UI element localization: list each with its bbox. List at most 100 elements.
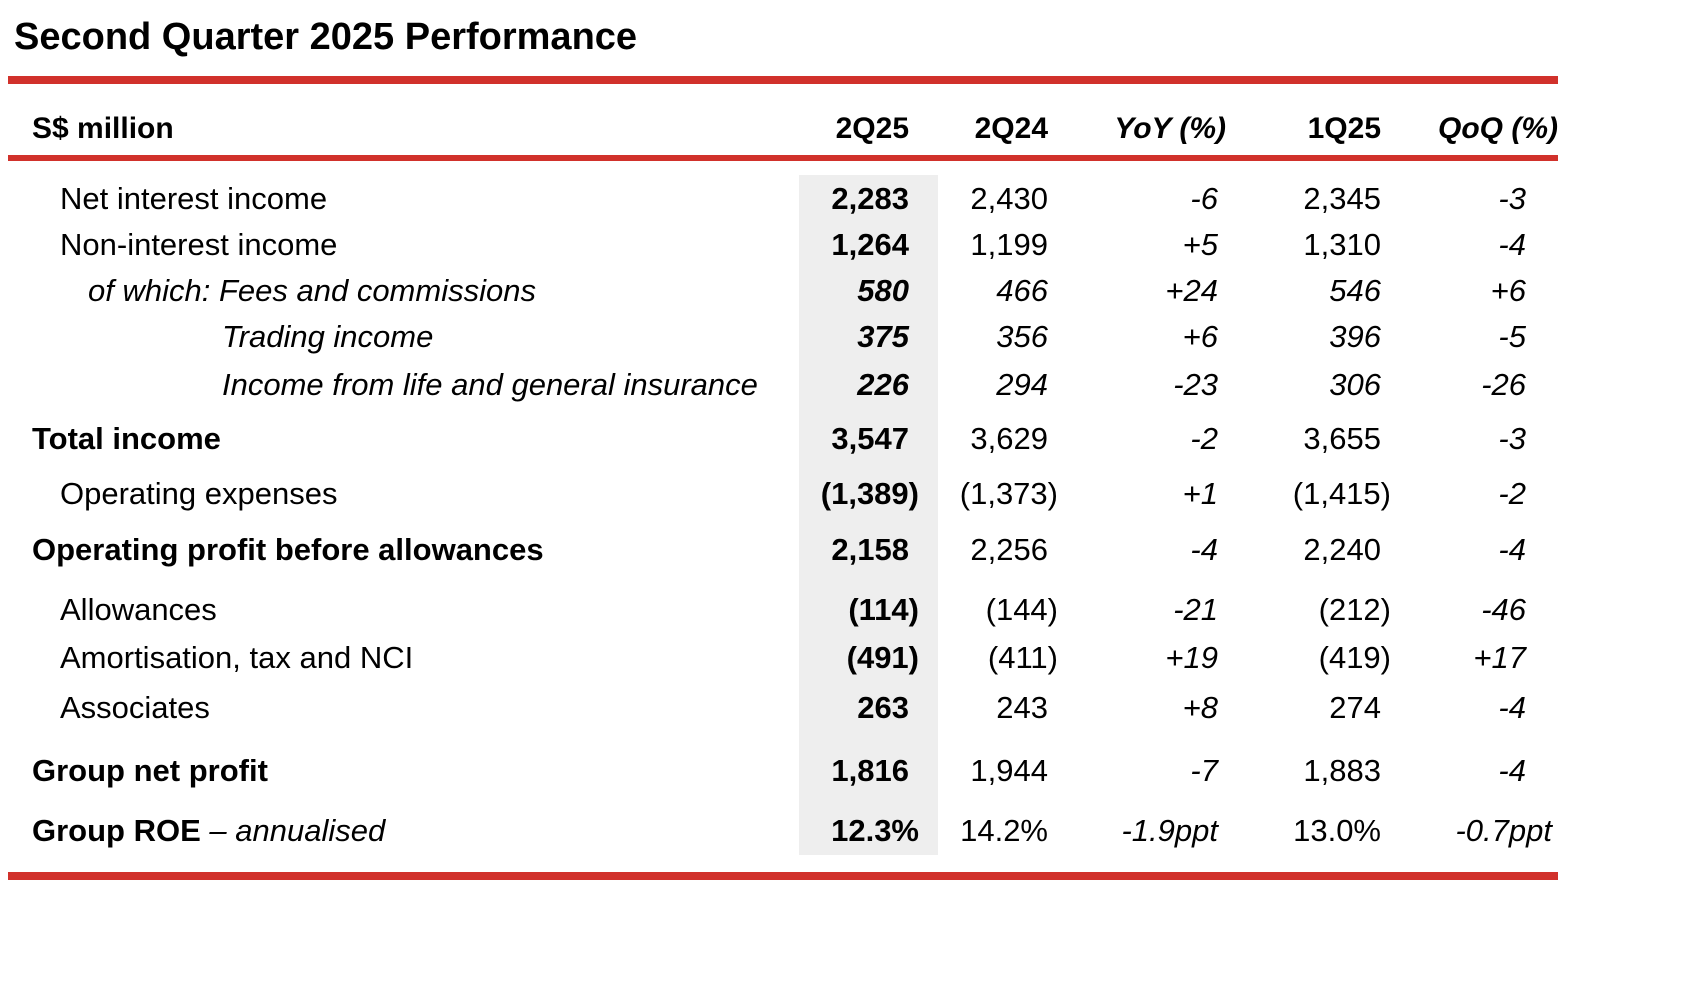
value-2q24: (144) (985, 592, 1058, 627)
header-yoy: YoY (%) (1114, 112, 1226, 145)
row-label-suffix: – annualised (200, 813, 386, 848)
value-qoq: -46 (1481, 592, 1526, 627)
row-label: of which: Fees and commissions (88, 273, 536, 308)
value-1q25: (212) (1318, 592, 1391, 627)
value-qoq: +17 (1473, 640, 1526, 675)
value-1q25: 2,240 (1303, 532, 1381, 567)
value-qoq: -0.7ppt (1455, 813, 1552, 848)
value-2q24: 14.2% (960, 813, 1048, 848)
value-yoy: -7 (1190, 753, 1218, 788)
table-row: Amortisation, tax and NCI (491) (411) +1… (0, 636, 1706, 680)
value-2q24: (1,373) (959, 476, 1058, 511)
value-qoq: -4 (1498, 753, 1526, 788)
table-row: Net interest income 2,283 2,430 -6 2,345… (0, 177, 1706, 221)
value-2q24: 1,199 (970, 227, 1048, 262)
value-1q25: 396 (1329, 319, 1381, 354)
value-2q24: 1,944 (970, 753, 1048, 788)
value-2q25: (114) (848, 592, 919, 627)
value-1q25: 1,883 (1303, 753, 1381, 788)
table-row: Allowances (114) (144) -21 (212) -46 (0, 588, 1706, 632)
value-1q25: 3,655 (1303, 421, 1381, 456)
value-qoq: -2 (1498, 476, 1526, 511)
value-2q25: 1,816 (831, 753, 909, 788)
value-2q25: 226 (857, 367, 909, 402)
header-1q25: 1Q25 (1307, 112, 1381, 145)
value-qoq: -3 (1498, 181, 1526, 216)
row-label: Income from life and general insurance (222, 367, 758, 402)
value-1q25: 306 (1329, 367, 1381, 402)
value-yoy: -21 (1173, 592, 1218, 627)
value-yoy: +8 (1182, 690, 1218, 725)
value-1q25: 1,310 (1303, 227, 1381, 262)
table-row: Operating profit before allowances 2,158… (0, 528, 1706, 572)
table-row: Non-interest income 1,264 1,199 +5 1,310… (0, 223, 1706, 267)
table-row: Income from life and general insurance 2… (0, 363, 1706, 407)
value-qoq: +6 (1490, 273, 1526, 308)
row-label: Group ROE (32, 813, 201, 848)
value-2q25: 263 (857, 690, 909, 725)
row-label: Operating expenses (60, 476, 338, 511)
value-yoy: -1.9ppt (1121, 813, 1218, 848)
table-row: Group net profit 1,816 1,944 -7 1,883 -4 (0, 749, 1706, 793)
value-2q24: 2,430 (970, 181, 1048, 216)
value-1q25: (419) (1318, 640, 1391, 675)
header-qoq: QoQ (%) (1438, 112, 1558, 145)
value-1q25: 546 (1329, 273, 1381, 308)
value-1q25: 2,345 (1303, 181, 1381, 216)
value-yoy: +1 (1182, 476, 1218, 511)
value-2q25: 375 (857, 319, 909, 354)
value-2q24: 2,256 (970, 532, 1048, 567)
table-row: Group ROE – annualised 12.3% 14.2% -1.9p… (0, 809, 1706, 853)
value-yoy: +5 (1182, 227, 1218, 262)
value-2q24: 466 (996, 273, 1048, 308)
row-label: Total income (32, 421, 221, 456)
row-label: Group net profit (32, 753, 268, 788)
value-2q25: 2,283 (831, 181, 909, 216)
row-label: Amortisation, tax and NCI (60, 640, 414, 675)
value-2q25: 1,264 (831, 227, 909, 262)
header-divider (8, 155, 1558, 161)
value-2q24: 294 (996, 367, 1048, 402)
value-1q25: 13.0% (1293, 813, 1381, 848)
value-qoq: -4 (1498, 532, 1526, 567)
value-2q25: 580 (857, 273, 909, 308)
table-header: S$ million 2Q25 2Q24 YoY (%) 1Q25 QoQ (%… (0, 106, 1706, 152)
row-label: Net interest income (60, 181, 328, 216)
value-qoq: -4 (1498, 690, 1526, 725)
value-2q25: 2,158 (831, 532, 909, 567)
table-row: Trading income 375 356 +6 396 -5 (0, 315, 1706, 359)
value-qoq: -5 (1498, 319, 1526, 354)
row-label: Trading income (222, 319, 434, 354)
top-divider (8, 76, 1558, 84)
value-yoy: -2 (1190, 421, 1218, 456)
value-1q25: (1,415) (1292, 476, 1391, 511)
value-1q25: 274 (1329, 690, 1381, 725)
value-qoq: -4 (1498, 227, 1526, 262)
value-yoy: -4 (1190, 532, 1218, 567)
value-yoy: -6 (1190, 181, 1218, 216)
value-2q24: 3,629 (970, 421, 1048, 456)
value-yoy: +24 (1165, 273, 1218, 308)
table-row: Total income 3,547 3,629 -2 3,655 -3 (0, 417, 1706, 461)
value-2q25: 3,547 (831, 421, 909, 456)
value-qoq: -26 (1481, 367, 1526, 402)
current-quarter-highlight (799, 175, 938, 855)
value-qoq: -3 (1498, 421, 1526, 456)
header-2q25: 2Q25 (835, 112, 909, 145)
value-2q24: 356 (996, 319, 1048, 354)
value-yoy: +19 (1165, 640, 1218, 675)
value-2q25: 12.3% (831, 813, 919, 848)
row-label: Allowances (60, 592, 217, 627)
header-label: S$ million (32, 112, 174, 145)
value-yoy: +6 (1182, 319, 1218, 354)
row-label: Operating profit before allowances (32, 532, 544, 567)
value-2q25: (491) (846, 640, 919, 675)
value-2q25: (1,389) (820, 476, 919, 511)
row-label: Associates (60, 690, 210, 725)
value-2q24: 243 (996, 690, 1048, 725)
row-label-group: Group ROE – annualised (32, 809, 385, 853)
value-yoy: -23 (1173, 367, 1218, 402)
bottom-divider (8, 872, 1558, 880)
row-label: Non-interest income (60, 227, 338, 262)
page-title: Second Quarter 2025 Performance (14, 16, 638, 58)
